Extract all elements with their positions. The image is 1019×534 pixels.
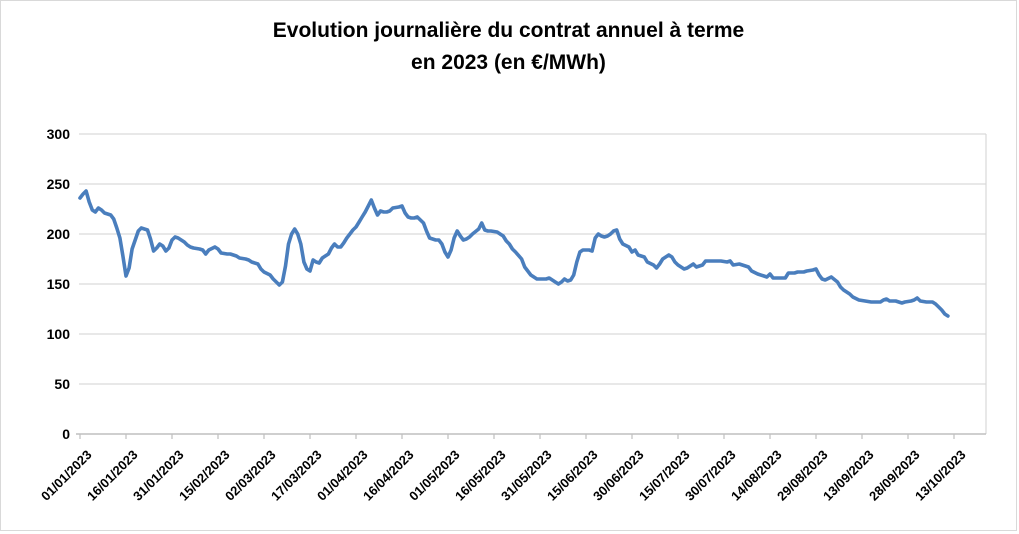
y-axis-tick-label: 100 — [46, 326, 70, 342]
chart-title-line1: Evolution journalière du contrat annuel … — [272, 19, 745, 42]
y-axis-tick-label: 200 — [46, 226, 70, 242]
y-axis-tick-label: 0 — [62, 426, 70, 442]
price-line-series — [78, 189, 950, 318]
y-axis-tick-label: 250 — [46, 176, 70, 192]
y-axis-tick-label: 150 — [46, 276, 70, 292]
chart-title: Evolution journalière du contrat annuel … — [1, 15, 1016, 79]
y-axis-tick-label: 50 — [54, 376, 70, 392]
chart-title-line2: en 2023 (en €/MWh) — [411, 51, 606, 74]
y-axis-tick-label: 300 — [46, 126, 70, 142]
